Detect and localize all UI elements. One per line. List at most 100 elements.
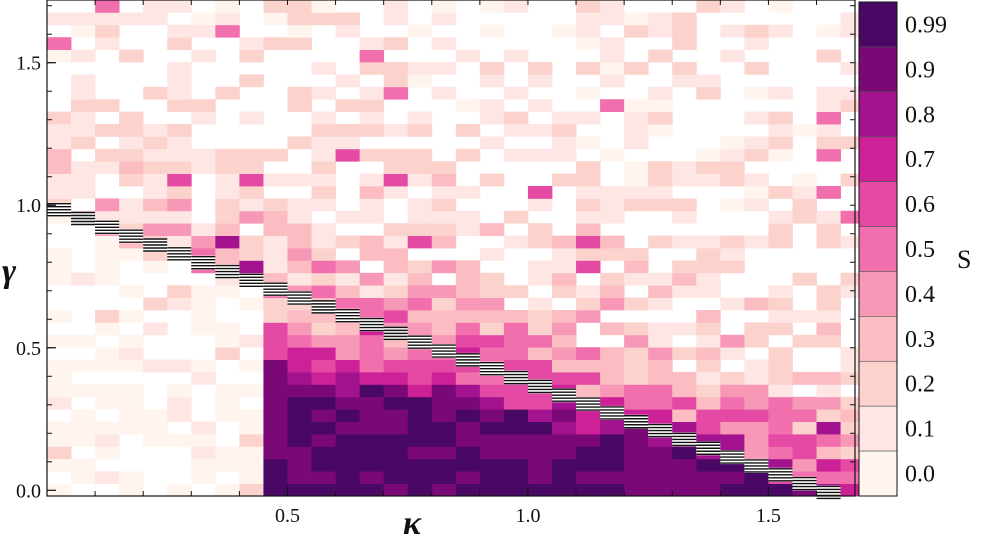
heatmap-cell: [287, 235, 312, 249]
heatmap-cell: [287, 347, 312, 360]
heatmap-cell: [600, 198, 625, 212]
heatmap-cell: [359, 210, 385, 224]
heatmap-cell: [407, 148, 433, 162]
heatmap-cell: [47, 186, 72, 199]
heatmap-cell: [672, 12, 697, 26]
heatmap-cell: [431, 12, 457, 26]
heatmap-cell: [527, 260, 553, 274]
heatmap-cell: [263, 483, 288, 497]
heatmap-cell: [263, 12, 288, 26]
heatmap-cell: [744, 86, 769, 100]
heatmap-cell: [600, 99, 625, 112]
heatmap-cell: [335, 272, 361, 286]
heatmap-cell: [191, 359, 216, 373]
heatmap-cell: [407, 359, 433, 373]
heatmap-cell: [696, 322, 721, 336]
heatmap-cell: [624, 24, 649, 38]
heatmap-cell: [455, 297, 481, 311]
heatmap-cell: [407, 297, 433, 311]
heatmap-cell: [479, 24, 505, 38]
heatmap-cell: [311, 260, 336, 274]
heatmap-cell: [167, 173, 192, 187]
heatmap-cell: [167, 74, 192, 88]
heatmap-cell: [47, 124, 72, 137]
heatmap-cell: [167, 86, 192, 100]
heatmap-cell: [792, 458, 817, 472]
boundary-hatch: [696, 441, 721, 456]
heatmap-cell: [768, 24, 793, 38]
heatmap-cell: [624, 483, 649, 497]
heatmap-cell: [119, 359, 144, 373]
boundary-hatch: [672, 432, 697, 447]
heatmap-cell: [287, 458, 312, 472]
heatmap-cell: [167, 297, 192, 311]
heatmap-cell: [71, 458, 96, 472]
heatmap-cell: [696, 285, 721, 298]
heatmap-cell: [287, 173, 312, 187]
heatmap-cell: [624, 297, 649, 311]
heatmap-cell: [552, 409, 577, 422]
heatmap-cell: [552, 272, 577, 286]
heatmap-cell: [648, 322, 673, 336]
heatmap-cell: [576, 347, 601, 360]
heatmap-cell: [359, 434, 385, 447]
heatmap-cell: [479, 136, 505, 150]
heatmap-cell: [479, 99, 505, 112]
heatmap-cell: [143, 297, 168, 311]
heatmap-cell: [383, 297, 409, 311]
y-axis-ticks: 0.0 0.5 1.0 1.5: [16, 5, 855, 502]
heatmap-cell: [311, 111, 336, 125]
heatmap-cell: [744, 446, 769, 460]
heatmap-cell: [311, 173, 336, 187]
heatmap-cell: [239, 186, 264, 199]
heatmap-cell: [527, 62, 553, 75]
heatmap-cell: [167, 198, 192, 212]
heatmap-cell: [167, 24, 192, 38]
y-tick-label: 1.5: [16, 53, 41, 75]
heatmap-cell: [576, 210, 601, 224]
heatmap-cell: [263, 322, 288, 336]
colorbar-swatch: [858, 226, 898, 272]
heatmap-cell: [311, 458, 336, 472]
heatmap-cell: [431, 384, 457, 398]
heatmap-cell: [576, 372, 601, 385]
heatmap-cell: [552, 136, 577, 150]
heatmap-cell: [576, 86, 601, 100]
heatmap-cell: [287, 434, 312, 447]
heatmap-cell: [311, 148, 336, 162]
heatmap-cell: [287, 310, 312, 323]
heatmap-cell: [167, 434, 192, 447]
heatmap-cell: [503, 235, 529, 249]
heatmap-cell: [359, 186, 385, 199]
heatmap-cell: [167, 285, 192, 298]
heatmap-cell: [527, 471, 553, 484]
colorbar-swatch: [858, 91, 898, 138]
heatmap-cell: [768, 359, 793, 373]
heatmap-cell: [311, 446, 336, 460]
heatmap-cell: [359, 124, 385, 137]
heatmap-cell: [215, 198, 240, 212]
boundary-hatch: [407, 335, 432, 350]
heatmap-cell: [215, 210, 240, 224]
heatmap-cell: [287, 248, 312, 261]
heatmap-cell: [215, 483, 240, 497]
heatmap-cell: [191, 49, 216, 63]
heatmap-cell: [816, 297, 841, 311]
heatmap-cell: [143, 148, 168, 162]
heatmap-cell: [696, 248, 721, 261]
heatmap-cell: [527, 396, 553, 410]
heatmap-cell: [215, 186, 240, 199]
heatmap-cell: [191, 458, 216, 472]
heatmap-cell: [167, 37, 192, 50]
heatmap-cell: [119, 334, 144, 348]
heatmap-cell: [311, 12, 336, 26]
heatmap-cell: [503, 334, 529, 348]
heatmap-cell: [672, 260, 697, 274]
heatmap-cell: [335, 421, 361, 435]
heatmap-cell: [552, 248, 577, 261]
heatmap-cell: [95, 347, 120, 360]
heatmap-cell: [383, 471, 409, 484]
heatmap-cell: [527, 74, 553, 88]
heatmap-cell: [71, 421, 96, 435]
heatmap-cell: [816, 49, 841, 63]
